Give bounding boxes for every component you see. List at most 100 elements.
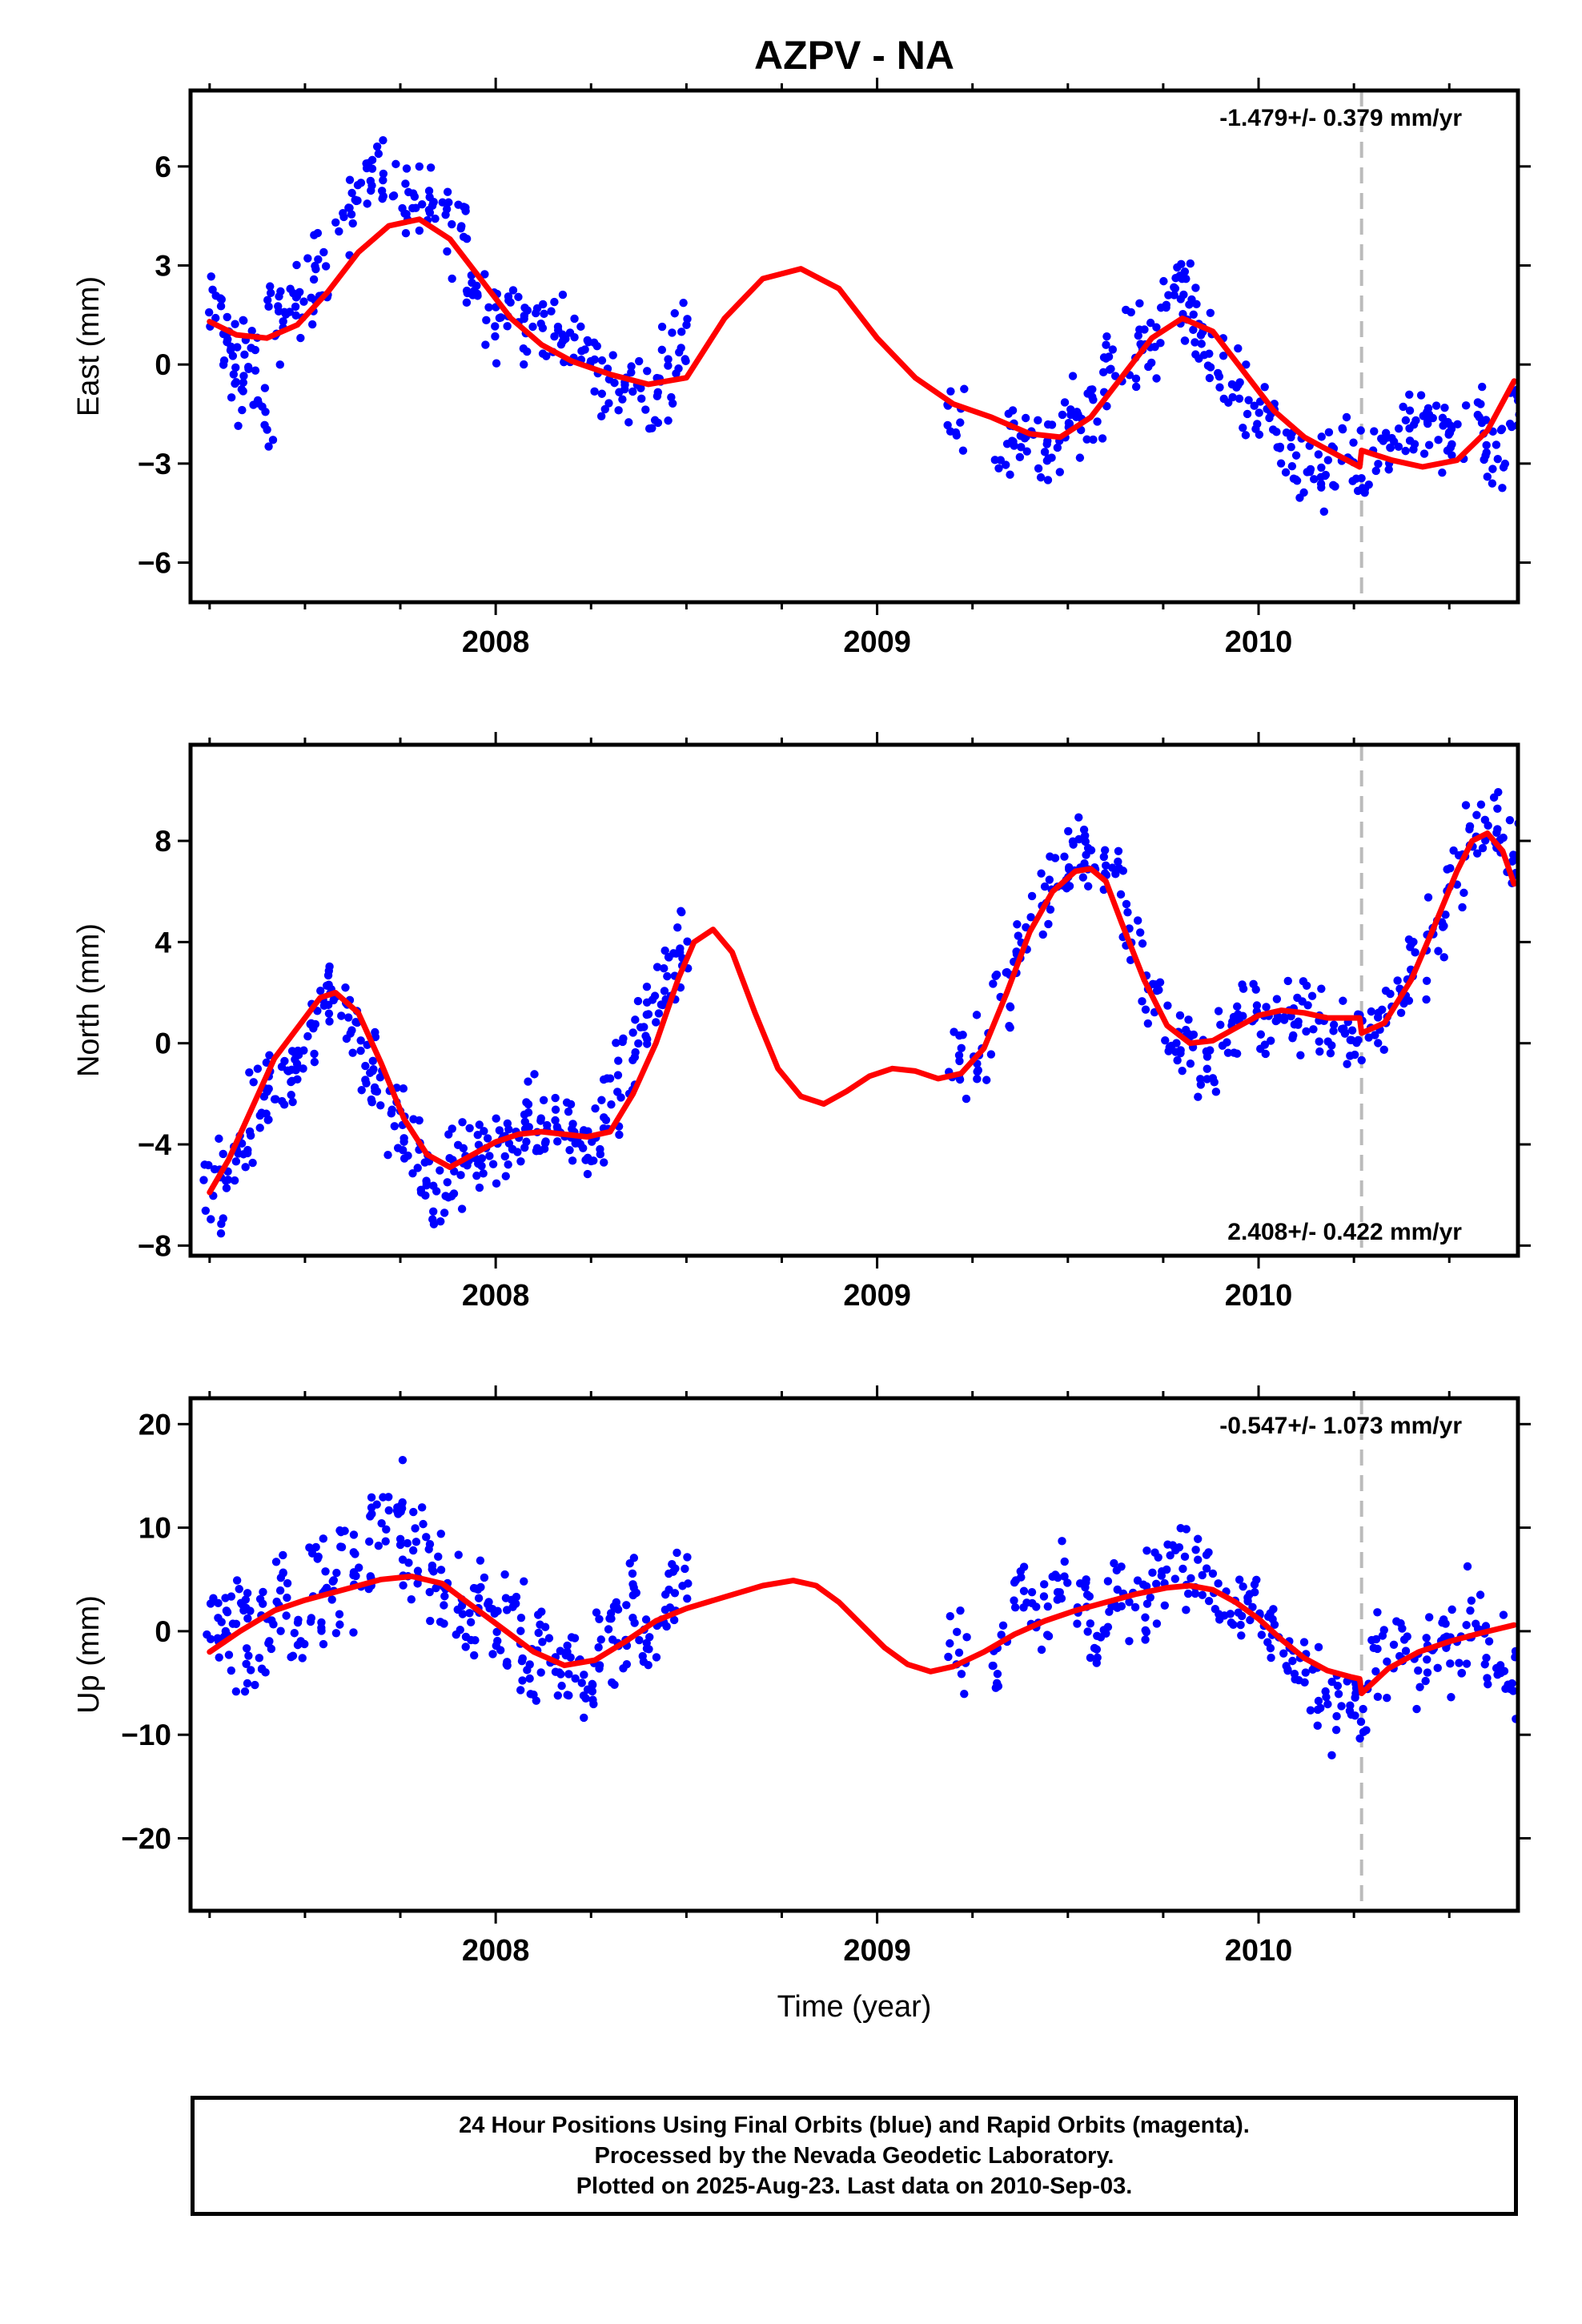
data-point — [1337, 1702, 1346, 1711]
data-point — [1383, 1657, 1391, 1667]
data-point — [367, 155, 377, 165]
data-point — [642, 1644, 652, 1653]
data-point — [677, 907, 685, 915]
data-point — [287, 1652, 295, 1662]
data-point — [1019, 1586, 1029, 1595]
data-point — [955, 1056, 964, 1066]
data-point — [319, 1534, 327, 1543]
data-point — [484, 303, 493, 312]
data-point — [1156, 339, 1165, 348]
data-point — [596, 1635, 605, 1644]
data-point — [1288, 1656, 1297, 1666]
data-point — [421, 1191, 430, 1200]
data-point — [242, 1659, 251, 1668]
data-point — [1102, 861, 1110, 870]
data-point — [399, 1084, 408, 1093]
data-point — [1232, 1049, 1242, 1058]
data-point — [1116, 890, 1126, 899]
data-point — [348, 219, 357, 228]
data-point — [1441, 910, 1450, 919]
data-point — [461, 1642, 470, 1651]
data-point — [620, 380, 629, 389]
data-point — [287, 1091, 295, 1100]
data-point — [280, 1056, 289, 1066]
data-point — [1085, 1592, 1094, 1601]
data-point — [1184, 1015, 1193, 1024]
data-point — [231, 363, 240, 372]
data-point — [227, 393, 236, 402]
data-point — [1393, 976, 1402, 985]
data-point — [1483, 472, 1492, 481]
data-point — [1313, 1721, 1322, 1731]
x-tick-label: 2008 — [462, 1934, 530, 1968]
data-point — [503, 322, 512, 331]
data-point — [946, 387, 955, 396]
data-point — [520, 1117, 529, 1126]
data-point — [1338, 424, 1347, 434]
data-point — [1053, 1595, 1062, 1604]
data-point — [484, 1598, 493, 1606]
data-point — [523, 306, 532, 315]
data-point — [1357, 1055, 1366, 1065]
data-point — [219, 1149, 227, 1159]
data-point — [321, 1567, 330, 1576]
data-point — [551, 1093, 560, 1103]
data-point — [1424, 1613, 1434, 1622]
data-point — [1234, 344, 1243, 353]
data-point — [627, 362, 636, 371]
data-point — [1257, 1630, 1267, 1639]
data-point — [368, 1056, 377, 1066]
data-point — [372, 1500, 381, 1509]
data-point — [1466, 1606, 1475, 1615]
data-point — [324, 1009, 334, 1018]
data-point — [398, 1455, 408, 1465]
data-point — [1219, 352, 1228, 360]
data-point — [393, 1144, 403, 1152]
data-point — [613, 1605, 623, 1614]
data-point — [1204, 1548, 1213, 1557]
data-point — [1118, 866, 1128, 875]
data-point — [243, 1679, 252, 1688]
data-point — [345, 175, 355, 184]
data-point — [1006, 1023, 1014, 1032]
data-point — [542, 352, 551, 360]
y-axis-label: East (mm) — [72, 276, 106, 416]
data-point — [1170, 1574, 1180, 1583]
data-point — [1218, 1041, 1227, 1050]
rate-label: -0.547+/- 1.073 mm/yr — [1219, 1413, 1462, 1439]
data-point — [1135, 299, 1144, 308]
data-point — [251, 1680, 259, 1690]
data-point — [648, 424, 656, 432]
data-point — [636, 1023, 645, 1031]
fit-line — [207, 216, 1517, 470]
x-tick-label: 2009 — [843, 625, 911, 659]
data-point — [482, 316, 491, 325]
data-point — [1065, 882, 1074, 891]
data-point — [1320, 471, 1330, 480]
data-point — [589, 1699, 598, 1709]
data-point — [367, 1493, 376, 1502]
data-point — [624, 418, 633, 427]
data-point — [344, 1013, 353, 1022]
data-point — [243, 362, 253, 372]
data-point — [1234, 380, 1243, 390]
data-point — [1374, 460, 1383, 468]
data-point — [1069, 840, 1078, 849]
data-point — [1315, 1037, 1323, 1046]
data-point — [1180, 267, 1190, 276]
data-point — [618, 395, 627, 404]
data-point — [488, 1160, 498, 1168]
data-point — [408, 203, 417, 213]
data-point — [357, 1086, 366, 1095]
data-point — [1034, 464, 1043, 473]
panel-1: 2008 2009 2010 6 3 0 −3 −6 East (mm) -1.479+/- 0.… — [72, 78, 1531, 659]
data-point — [1046, 905, 1055, 914]
data-point — [456, 1171, 465, 1180]
panel-2: 2008 2009 2010 8 4 0 −4 −8 North (mm) 2.408+/- 0.… — [72, 732, 1531, 1313]
data-point — [211, 313, 220, 323]
data-point — [339, 212, 348, 222]
data-point — [960, 1690, 969, 1699]
data-point — [496, 313, 505, 322]
data-point — [1331, 482, 1339, 491]
data-point — [555, 1668, 564, 1677]
